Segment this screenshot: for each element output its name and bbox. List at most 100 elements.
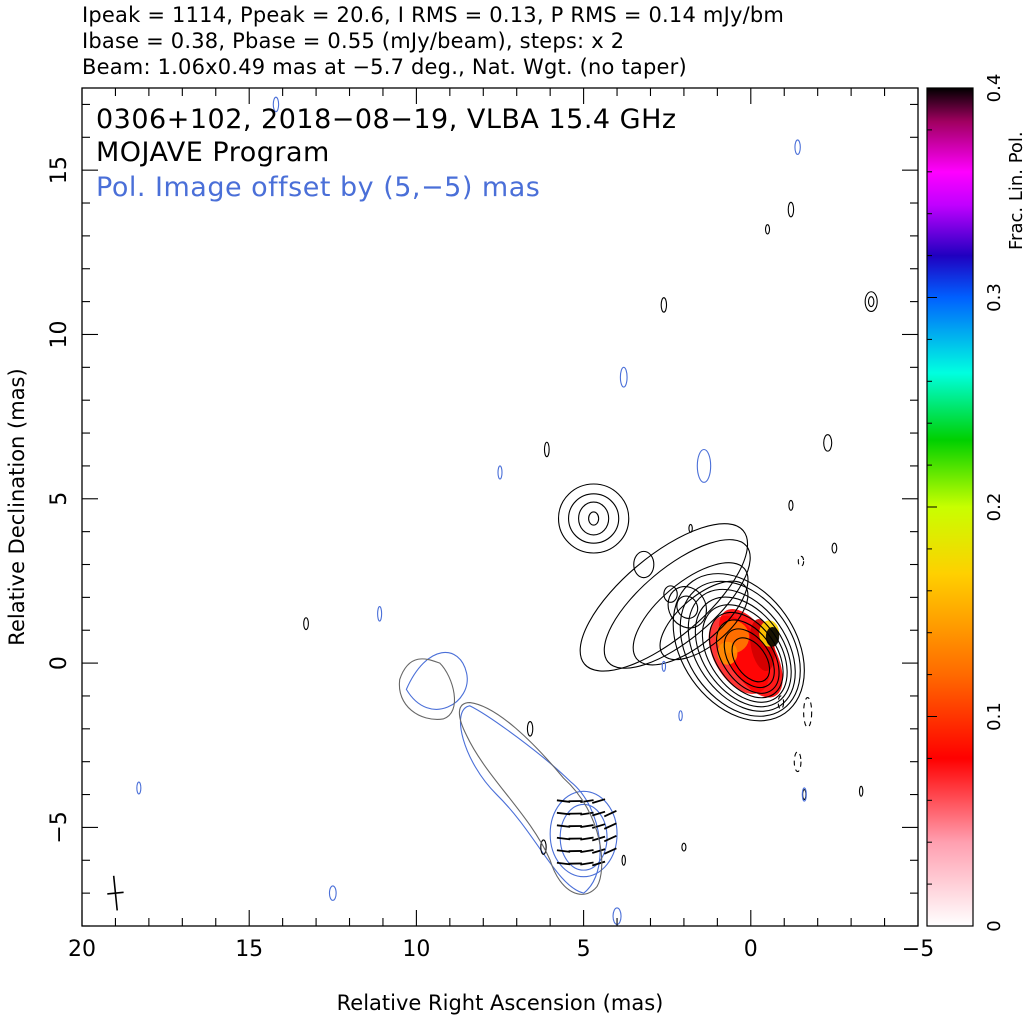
noise-contour <box>823 434 833 452</box>
noise-contour <box>303 617 309 631</box>
y-tick-label: 0 <box>47 656 72 670</box>
colorbar-tick-label: 0.3 <box>984 283 1005 312</box>
blob-contour <box>557 483 630 554</box>
core-contour <box>731 637 771 683</box>
blob-contour <box>578 501 610 536</box>
y-axis-label: Relative Declination (mas) <box>5 368 29 645</box>
x-tick-label: 0 <box>744 937 758 962</box>
evpa-tick <box>580 861 594 866</box>
colorbar-ticks: 0 0.1 0.2 0.3 0.4 <box>927 74 1005 932</box>
evpa-tick <box>580 849 594 853</box>
core-contour <box>715 619 780 694</box>
noise-contour <box>867 296 875 308</box>
y-tick-label: −5 <box>47 811 72 843</box>
blob-contour <box>588 511 600 526</box>
core-contour <box>708 611 784 699</box>
noise-contour <box>543 441 550 458</box>
evpa-tick <box>591 823 606 829</box>
evpa-tick <box>603 834 617 843</box>
evpa-tick <box>591 810 606 817</box>
colorbar-tick-label: 0.4 <box>984 74 1005 103</box>
noise-contour <box>831 542 838 554</box>
colorbar-tick-label: 0.1 <box>984 702 1005 731</box>
program-annotation: MOJAVE Program <box>96 137 330 168</box>
jet-contour <box>579 523 749 672</box>
colorbar-tick-label: 0.2 <box>984 493 1005 522</box>
jet-contour <box>659 580 749 661</box>
jet-contour <box>633 550 655 579</box>
y-tick-label: 10 <box>47 320 72 348</box>
pol-noise-contour <box>272 96 280 113</box>
x-tick-label: 20 <box>68 937 96 962</box>
negative-contour <box>777 695 785 710</box>
pol-contour <box>405 651 468 710</box>
blob-contour <box>568 493 620 544</box>
beam-minor <box>107 891 124 895</box>
negative-contour <box>803 697 813 728</box>
evpa-tick <box>603 810 617 818</box>
pol-offset-annotation: Pol. Image offset by (5,−5) mas <box>96 172 540 203</box>
contour-layer <box>107 96 878 925</box>
pol-noise-contour <box>136 781 142 795</box>
source-annotation: 0306+102, 2018−08−19, VLBA 15.4 GHz <box>96 104 677 135</box>
jet-contour <box>667 586 707 629</box>
evpa-tick <box>591 798 606 804</box>
core-contour <box>694 596 792 708</box>
core-contour <box>723 628 775 689</box>
negative-contour <box>797 555 805 567</box>
header-line-base: Ibase = 0.38, Pbase = 0.55 (mJy/beam), s… <box>82 29 625 53</box>
evpa-tick <box>603 822 617 830</box>
x-tick-label: 15 <box>235 937 263 962</box>
frac-pol-patch <box>765 626 780 647</box>
x-tick-label: 10 <box>402 937 430 962</box>
noise-contour <box>764 224 771 235</box>
colorbar-label: Frac. Lin. Pol. <box>1006 131 1027 250</box>
noise-contour <box>681 842 687 852</box>
noise-contour <box>688 523 693 533</box>
pol-noise-contour <box>377 606 383 622</box>
core-contour <box>672 573 805 722</box>
noise-contour <box>864 291 878 313</box>
evpa-tick <box>556 799 571 803</box>
evpa-tick <box>580 799 594 804</box>
gray-contour <box>398 658 455 720</box>
evpa-tick <box>556 836 571 841</box>
pol-noise-contour <box>661 660 667 672</box>
jet-contour <box>632 562 749 666</box>
colorbar-tick-label: 0 <box>984 920 1005 931</box>
evpa-tick <box>556 861 571 866</box>
pol-contour <box>559 803 608 871</box>
pol-noise-contour <box>619 366 628 388</box>
jet-contour <box>676 595 699 619</box>
noise-contour <box>621 854 626 866</box>
evpa-tick <box>591 860 606 867</box>
pol-noise-contour <box>696 448 712 483</box>
evpa-tick <box>580 836 594 841</box>
evpa-tick <box>603 847 617 855</box>
jet-contour <box>603 539 751 669</box>
noise-contour <box>787 201 795 218</box>
header-line-beam: Beam: 1.06x0.49 mas at −5.7 deg., Nat. W… <box>82 55 687 79</box>
pol-contour <box>549 790 618 878</box>
header-line-peaks: Ipeak = 1114, Ppeak = 20.6, I RMS = 0.13… <box>82 3 785 27</box>
core-contour <box>679 580 801 717</box>
noise-contour <box>540 839 547 855</box>
axis-ticks: 20 15 10 5 0 −5 −5 0 5 10 15 <box>47 88 934 962</box>
jet-contour <box>663 585 678 603</box>
pol-noise-contour <box>328 885 337 901</box>
evpa-tick <box>591 848 606 854</box>
image-header: Ipeak = 1114, Ppeak = 20.6, I RMS = 0.13… <box>82 2 784 80</box>
x-tick-label: −5 <box>902 937 934 962</box>
negative-contour <box>793 751 802 773</box>
noise-contour <box>660 297 668 313</box>
noise-contour <box>858 785 864 797</box>
x-tick-label: 5 <box>577 937 591 962</box>
noise-contour <box>802 789 807 801</box>
evpa-tick <box>580 824 594 829</box>
y-tick-label: 15 <box>47 156 72 184</box>
x-axis-label: Relative Right Ascension (mas) <box>337 991 664 1015</box>
gray-contour <box>458 701 603 895</box>
pol-contour <box>459 705 601 894</box>
evpa-tick <box>556 849 571 853</box>
